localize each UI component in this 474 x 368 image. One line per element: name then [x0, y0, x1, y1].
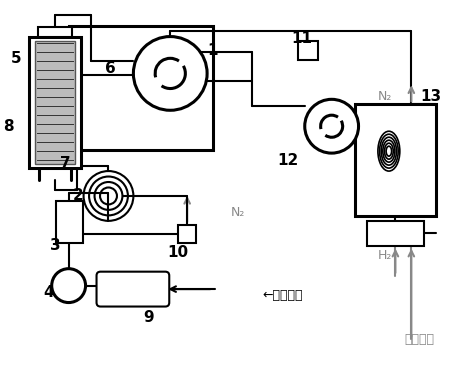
Bar: [178, 225, 196, 243]
Text: 13: 13: [421, 89, 442, 104]
Bar: [69, 26, 213, 150]
Bar: [366, 221, 424, 246]
Text: 3: 3: [50, 238, 61, 253]
Text: 净化空气: 净化空气: [404, 333, 434, 346]
Bar: [29, 36, 81, 168]
Bar: [355, 104, 436, 216]
Text: 1: 1: [207, 43, 218, 58]
Bar: [38, 26, 72, 36]
Text: 2: 2: [73, 188, 84, 204]
Text: 11: 11: [291, 31, 312, 46]
Text: 4: 4: [44, 285, 54, 300]
Text: 6: 6: [105, 61, 116, 76]
Bar: [298, 40, 318, 60]
Text: 12: 12: [277, 153, 299, 167]
FancyBboxPatch shape: [97, 272, 169, 307]
Circle shape: [305, 99, 358, 153]
Text: ←空气样品: ←空气样品: [262, 289, 302, 302]
Text: 10: 10: [168, 245, 189, 260]
Bar: [55, 201, 82, 243]
Text: N₂: N₂: [231, 206, 245, 219]
Circle shape: [52, 269, 86, 302]
Text: N₂: N₂: [377, 90, 392, 103]
Text: 5: 5: [10, 51, 21, 66]
Text: 7: 7: [60, 156, 71, 171]
Bar: [35, 40, 74, 164]
Text: H₂: H₂: [377, 249, 392, 262]
Circle shape: [133, 36, 207, 110]
Text: 8: 8: [3, 119, 14, 134]
Text: 9: 9: [143, 310, 154, 325]
